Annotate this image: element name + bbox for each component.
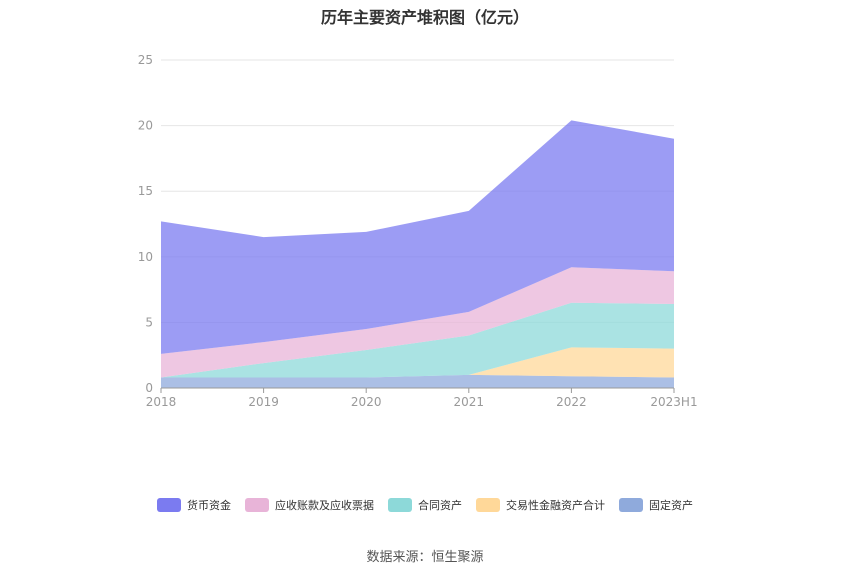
area-series-应收账款及应收票据 xyxy=(161,267,674,378)
y-tick-label: 5 xyxy=(145,315,153,329)
legend-label: 固定资产 xyxy=(649,499,693,512)
legend-label: 合同资产 xyxy=(418,499,462,512)
legend-label: 应收账款及应收票据 xyxy=(275,499,374,512)
x-tick-label: 2018 xyxy=(146,395,177,409)
x-tick-label: 2019 xyxy=(248,395,279,409)
legend-swatch xyxy=(476,498,500,512)
y-tick-label: 20 xyxy=(138,119,153,133)
legend-item[interactable]: 交易性金融资产合计 xyxy=(476,497,605,513)
x-tick-label: 2022 xyxy=(556,395,587,409)
area-series-固定资产 xyxy=(161,374,674,388)
stacked-area-chart: 0 5 10 15 20 25 2018 2019 2020 2021 2022 2023H1 xyxy=(138,53,698,409)
y-tick-label: 10 xyxy=(138,250,153,264)
area-series-交易性金融资产合计 xyxy=(161,347,674,378)
y-tick-label: 25 xyxy=(138,53,153,67)
legend-item[interactable]: 固定资产 xyxy=(619,497,693,513)
x-tick-label: 2023H1 xyxy=(650,395,697,409)
data-source: 数据来源：恒生聚源 xyxy=(366,550,484,565)
legend-swatch xyxy=(245,498,269,512)
chart-title: 历年主要资产堆积图（亿元） xyxy=(320,8,529,27)
area-series-货币资金 xyxy=(161,120,674,354)
y-tick-label: 0 xyxy=(145,381,153,395)
area-series-合同资产 xyxy=(161,302,674,378)
legend-label: 货币资金 xyxy=(187,499,231,512)
x-tick-label: 2020 xyxy=(351,395,382,409)
y-tick-label: 15 xyxy=(138,184,153,198)
x-tick-label: 2021 xyxy=(454,395,485,409)
legend-swatch xyxy=(388,498,412,512)
legend-label: 交易性金融资产合计 xyxy=(506,499,605,512)
legend-item[interactable]: 应收账款及应收票据 xyxy=(245,497,374,513)
chart-legend: 货币资金 应收账款及应收票据 合同资产 交易性金融资产合计 固定资产 xyxy=(0,497,850,513)
legend-item[interactable]: 货币资金 xyxy=(157,497,231,513)
legend-item[interactable]: 合同资产 xyxy=(388,497,462,513)
legend-swatch xyxy=(619,498,643,512)
legend-swatch xyxy=(157,498,181,512)
